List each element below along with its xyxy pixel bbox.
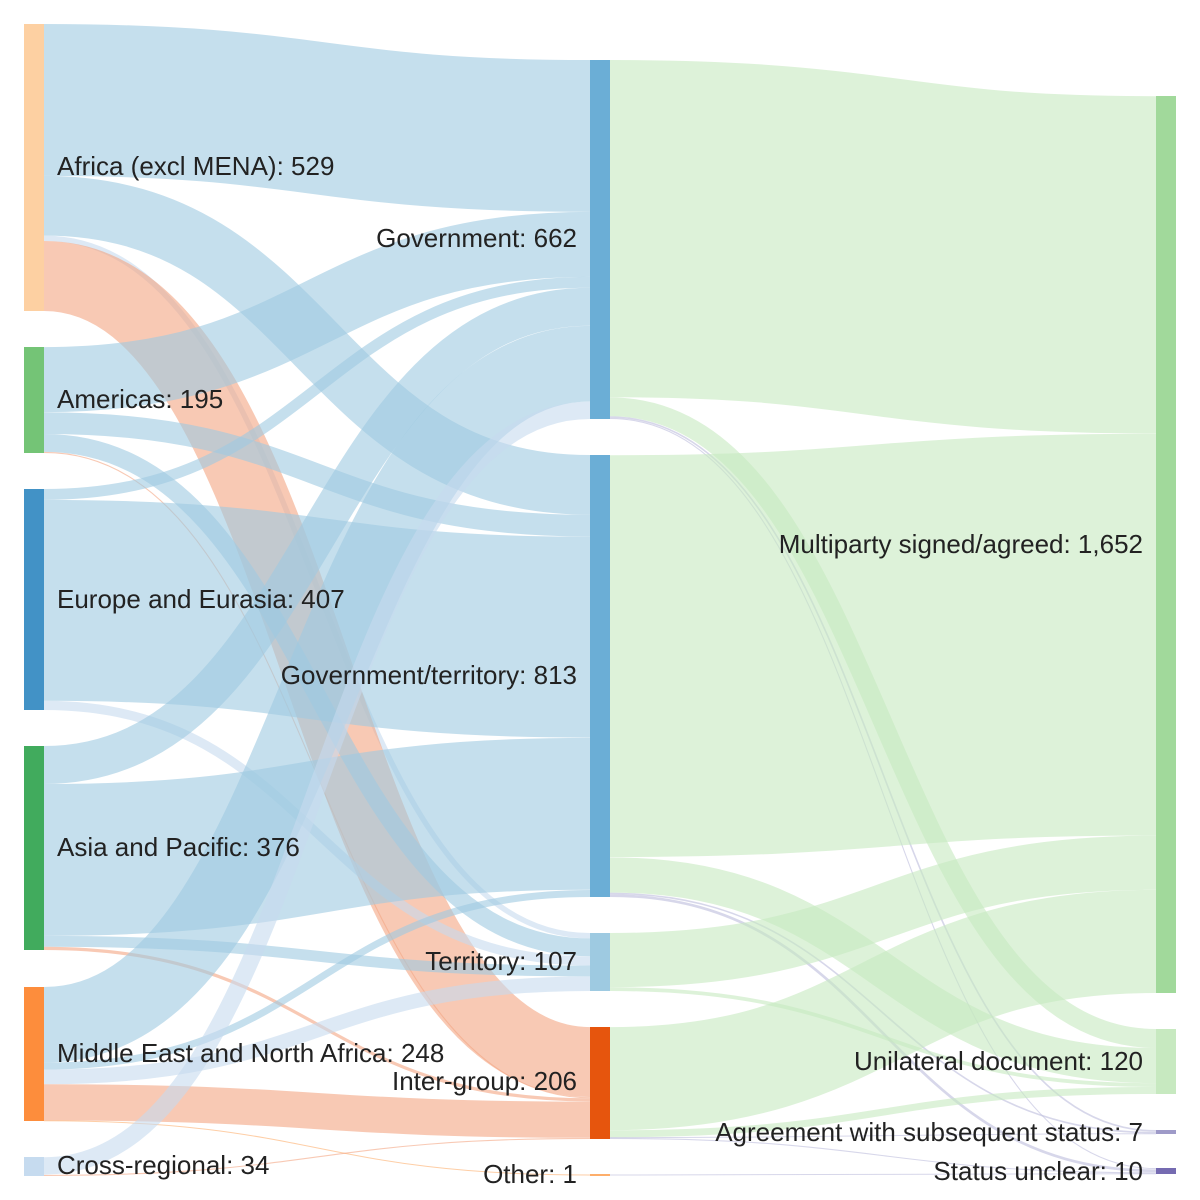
node-terr — [590, 933, 610, 991]
link-mena-to-govterr — [43, 889, 591, 1070]
node-mena — [24, 987, 44, 1121]
link-mena-to-gov — [42, 325, 592, 1063]
labels-layer: Africa (excl MENA): 529 Americas: 195 Euro… — [57, 151, 1143, 1189]
link-mena-to-inter — [43, 1084, 591, 1138]
node-inter — [590, 1027, 610, 1139]
link-asia-to-gov — [43, 287, 591, 784]
link-gov-to-multi — [609, 60, 1157, 434]
node-gov — [590, 60, 610, 419]
link-europe-to-gov — [43, 276, 591, 500]
node-label-africa: Africa (excl MENA): 529 — [57, 151, 334, 181]
node-africa — [24, 24, 44, 311]
node-label-govterr: Government/territory: 813 — [281, 660, 577, 690]
link-cross-to-gov — [43, 401, 591, 1175]
node-cross — [24, 1157, 44, 1176]
node-label-americas: Americas: 195 — [57, 384, 223, 414]
node-unclear — [1156, 1168, 1176, 1174]
node-label-unclear: Status unclear: 10 — [933, 1156, 1143, 1186]
node-subseq — [1156, 1130, 1176, 1134]
link-terr-to-multi — [609, 835, 1157, 988]
link-asia-to-govterr — [43, 737, 591, 936]
node-americas — [24, 347, 44, 453]
node-label-asia: Asia and Pacific: 376 — [57, 832, 300, 862]
node-label-europe: Europe and Eurasia: 407 — [57, 584, 345, 614]
link-inter-to-unilateral — [609, 1086, 1157, 1138]
link-inter-to-unclear — [609, 1137, 1157, 1174]
nodes-layer — [24, 24, 1176, 1176]
node-label-multi: Multiparty signed/agreed: 1,652 — [779, 529, 1143, 559]
node-label-mena: Middle East and North Africa: 248 — [57, 1038, 444, 1068]
link-inter-to-multi — [609, 889, 1157, 1131]
node-label-other: Other: 1 — [483, 1159, 577, 1189]
link-mena-to-terr — [43, 976, 591, 1085]
link-cross-to-inter — [43, 1137, 591, 1176]
node-multi — [1156, 96, 1176, 993]
link-americas-to-govterr — [43, 412, 591, 537]
node-unilateral — [1156, 1029, 1176, 1094]
link-africa-to-gov — [43, 24, 591, 212]
node-label-terr: Territory: 107 — [425, 946, 577, 976]
node-label-gov: Government: 662 — [376, 223, 577, 253]
node-label-inter: Inter-group: 206 — [392, 1066, 577, 1096]
link-americas-to-gov — [43, 211, 591, 413]
node-govterr — [590, 455, 610, 897]
node-europe — [24, 489, 44, 710]
link-inter-to-subseq — [609, 1133, 1157, 1139]
node-other — [590, 1174, 610, 1176]
node-label-cross: Cross-regional: 34 — [57, 1150, 269, 1180]
node-label-subseq: Agreement with subsequent status: 7 — [715, 1117, 1143, 1147]
node-label-unilateral: Unilateral document: 120 — [854, 1046, 1143, 1076]
link-other-to-unclear — [609, 1173, 1157, 1176]
node-asia — [24, 746, 44, 950]
links-layer — [41, 24, 1157, 1176]
link-govterr-to-multi — [609, 433, 1157, 858]
